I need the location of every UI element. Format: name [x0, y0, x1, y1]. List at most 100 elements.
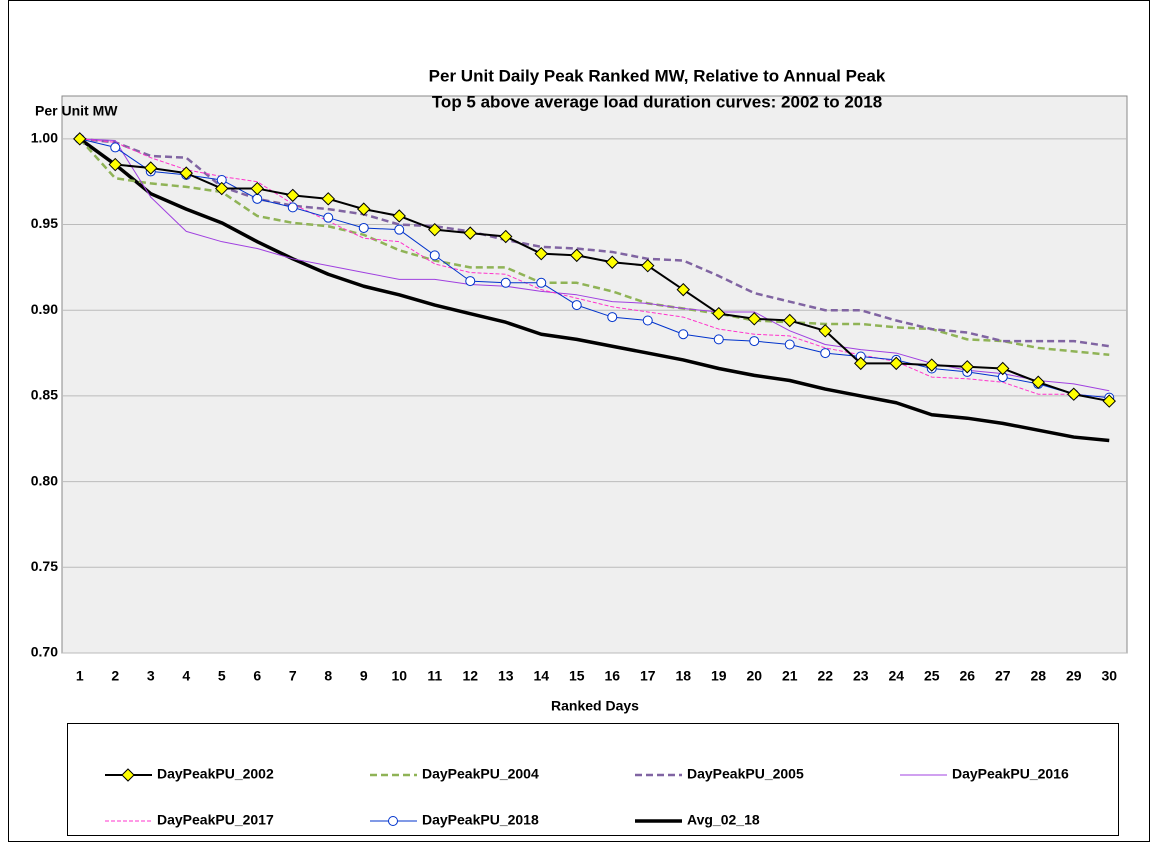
x-tick-label: 21 — [782, 668, 798, 684]
x-tick-label: 4 — [182, 668, 190, 684]
legend-marker — [121, 768, 135, 782]
diamond-marker — [676, 282, 690, 297]
legend-label: DayPeakPU_2005 — [687, 766, 804, 782]
x-tick-label: 25 — [924, 668, 940, 684]
x-tick-label: 28 — [1030, 668, 1046, 684]
legend-label: DayPeakPU_2018 — [422, 812, 539, 828]
diamond-marker — [428, 222, 442, 237]
diamond-marker — [1031, 375, 1045, 389]
x-tick-label: 6 — [253, 668, 261, 684]
y-tick-label: 0.70 — [31, 644, 58, 660]
circle-marker — [500, 277, 511, 288]
x-tick-label: 15 — [569, 668, 585, 684]
diamond-marker — [747, 312, 761, 326]
x-tick-label: 8 — [324, 668, 332, 684]
diamond-marker — [996, 361, 1010, 376]
series-line — [79, 138, 1110, 399]
circle-marker — [642, 315, 653, 326]
circle-marker — [784, 339, 795, 350]
diamond-marker — [286, 188, 300, 203]
diamond-marker — [783, 313, 797, 328]
diamond-marker — [499, 229, 513, 244]
circle-marker — [252, 193, 263, 204]
circle-marker — [536, 277, 547, 288]
diamond-marker — [925, 358, 939, 372]
legend-label: DayPeakPU_2002 — [157, 766, 274, 782]
circle-marker — [394, 224, 405, 235]
circle-marker — [678, 329, 689, 340]
x-tick-label: 11 — [427, 668, 442, 684]
x-tick-label: 5 — [218, 668, 226, 684]
x-tick-label: 24 — [888, 668, 904, 684]
legend-label: DayPeakPU_2016 — [952, 766, 1069, 782]
diamond-marker — [357, 202, 371, 216]
diamond-marker — [215, 181, 229, 196]
circle-marker — [571, 300, 582, 311]
x-tick-label: 17 — [640, 668, 656, 684]
circle-marker — [287, 202, 298, 213]
diamond-marker — [1102, 394, 1116, 408]
legend-label: DayPeakPU_2017 — [157, 812, 274, 828]
circle-marker — [323, 212, 334, 223]
circle-marker — [110, 142, 121, 153]
x-tick-label: 3 — [147, 668, 155, 684]
diamond-marker — [321, 192, 335, 206]
series-line — [78, 138, 1110, 357]
diamond-marker — [179, 166, 193, 180]
chart-title: Per Unit Daily Peak Ranked MW, Relative … — [429, 66, 886, 85]
y-tick-label: 0.95 — [31, 215, 58, 231]
x-tick-label: 13 — [498, 668, 514, 684]
x-tick-label: 9 — [360, 668, 368, 684]
diamond-marker — [605, 255, 619, 269]
diamond-marker — [712, 306, 726, 321]
x-tick-label: 30 — [1101, 668, 1117, 684]
legend-label: Avg_02_18 — [687, 812, 760, 828]
x-tick-label: 23 — [853, 668, 869, 684]
diamond-marker — [534, 246, 548, 261]
x-tick-label: 27 — [995, 668, 1011, 684]
y-tick-label: 0.90 — [31, 301, 58, 317]
x-tick-label: 29 — [1066, 668, 1082, 684]
diamond-marker — [818, 324, 832, 338]
x-tick-label: 26 — [959, 668, 975, 684]
y-axis-label: Per Unit MW — [35, 103, 118, 119]
x-tick-label: 2 — [111, 668, 119, 684]
diamond-marker — [570, 248, 584, 263]
diamond-marker — [641, 258, 655, 273]
x-tick-label: 14 — [533, 668, 549, 684]
diamond-marker — [889, 356, 903, 371]
diamond-marker — [854, 356, 868, 371]
circle-marker — [607, 312, 618, 323]
legend-marker — [388, 816, 398, 826]
circle-marker — [713, 334, 724, 345]
y-tick-label: 1.00 — [31, 130, 58, 146]
y-tick-label: 0.80 — [31, 472, 58, 488]
diamond-marker — [960, 360, 974, 374]
circle-marker — [749, 336, 760, 347]
x-tick-label: 1 — [76, 668, 84, 684]
diamond-marker — [73, 132, 87, 146]
x-tick-label: 12 — [462, 668, 478, 684]
circle-marker — [820, 348, 831, 359]
legend-box — [67, 723, 1119, 836]
x-tick-label: 22 — [817, 668, 833, 684]
x-tick-label: 18 — [675, 668, 691, 684]
y-tick-label: 0.75 — [31, 558, 58, 574]
x-tick-label: 7 — [289, 668, 297, 684]
x-tick-label: 10 — [391, 668, 407, 684]
diamond-marker — [108, 157, 122, 172]
diamond-marker — [144, 161, 158, 175]
series-line — [79, 137, 1110, 348]
diamond-marker — [1067, 387, 1081, 401]
legend-label: DayPeakPU_2004 — [422, 766, 539, 782]
x-tick-label: 19 — [711, 668, 727, 684]
x-tick-label: 20 — [746, 668, 762, 684]
diamond-marker — [250, 181, 264, 196]
circle-marker — [465, 276, 476, 287]
series-line — [78, 137, 1110, 443]
y-tick-label: 0.85 — [31, 387, 58, 403]
chart-subtitle: Top 5 above average load duration curves… — [432, 92, 882, 111]
diamond-marker — [463, 226, 477, 240]
x-axis-label: Ranked Days — [551, 698, 639, 714]
